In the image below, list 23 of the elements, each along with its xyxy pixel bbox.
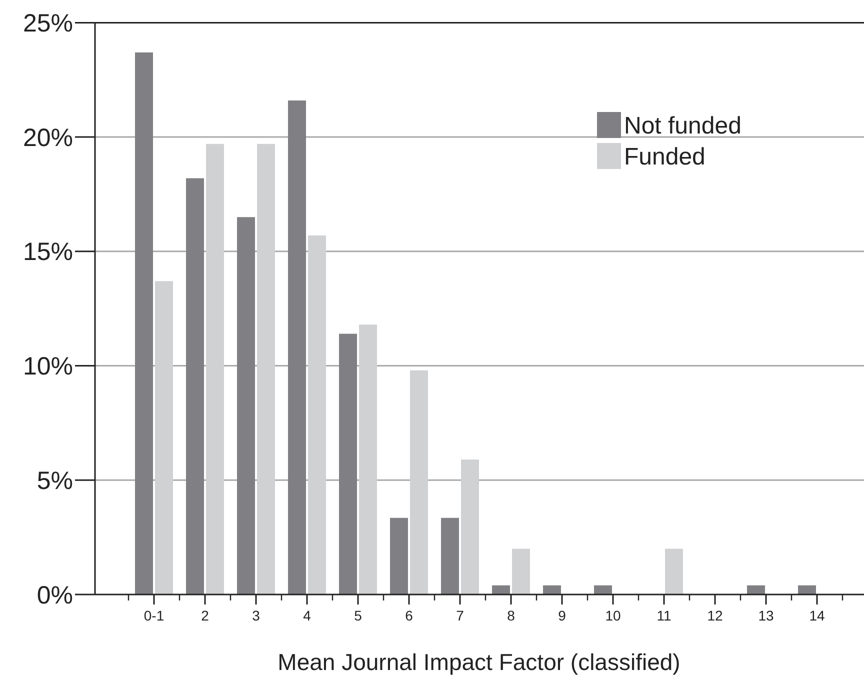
x-tick-label: 6: [405, 608, 414, 624]
x-tick-label: 11: [656, 608, 672, 624]
legend-label: Not funded: [624, 112, 742, 140]
x-tick-label: 4: [303, 608, 312, 624]
x-tick-label: 0-1: [144, 608, 164, 624]
y-tick-label: 20%: [22, 124, 73, 152]
x-tick-label: 9: [558, 608, 566, 624]
x-axis-title: Mean Journal Impact Factor (classified): [278, 649, 680, 675]
y-tick-label: 10%: [22, 352, 73, 381]
y-tick-label: 0%: [36, 581, 73, 610]
y-tick-label: 5%: [36, 466, 73, 495]
x-tick-label: 10: [605, 608, 621, 624]
y-tick-label: 15%: [22, 238, 73, 266]
y-tick-label: 25%: [22, 9, 73, 38]
x-tick-label: 2: [201, 608, 210, 624]
legend-label: Funded: [624, 143, 706, 170]
x-tick-label: 8: [507, 608, 516, 624]
x-tick-label: 5: [354, 608, 362, 624]
x-tick-label: 14: [809, 608, 825, 624]
x-tick-label: 12: [707, 608, 723, 624]
x-tick-label: 13: [758, 608, 774, 624]
x-tick-label: 3: [252, 608, 260, 624]
x-tick-label: 7: [456, 608, 464, 624]
